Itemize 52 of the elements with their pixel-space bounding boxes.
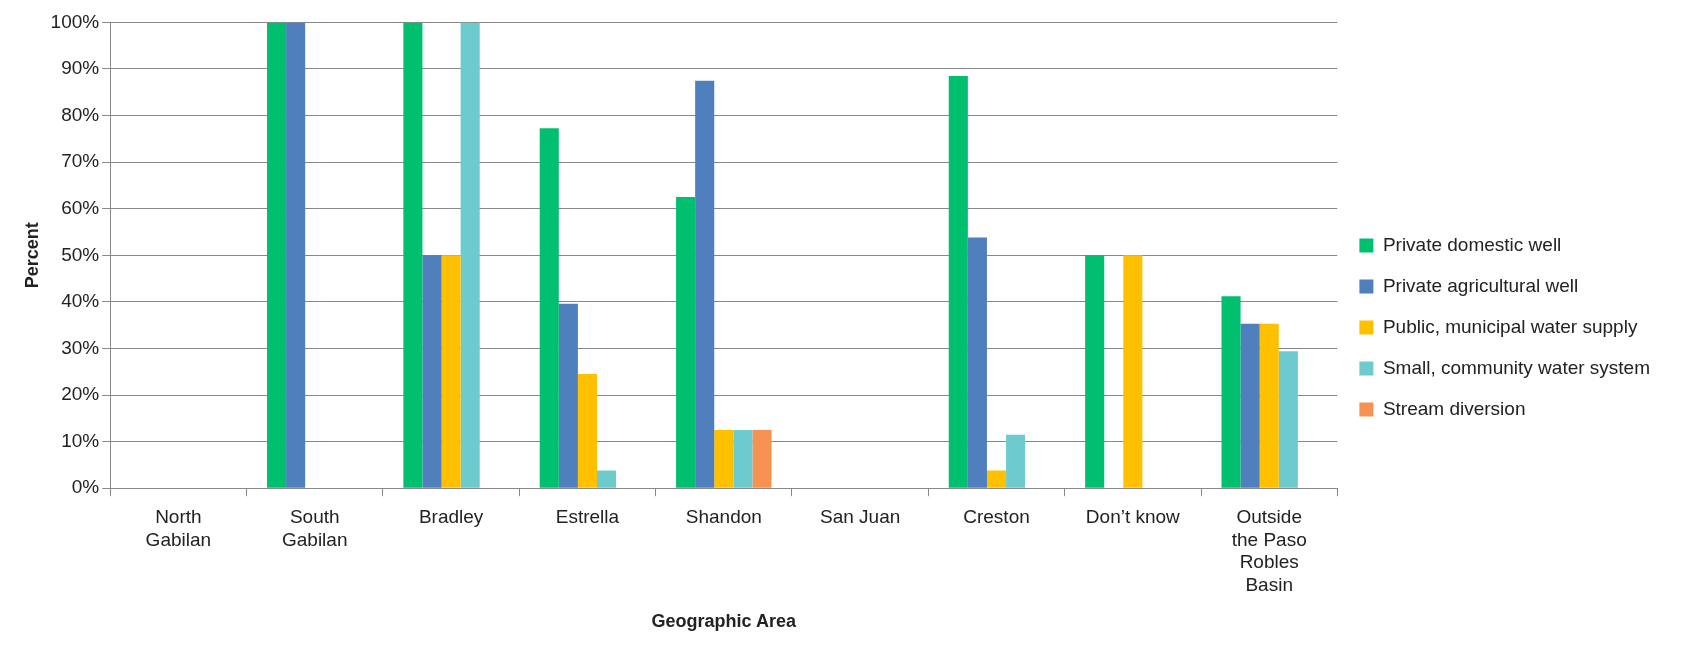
bar bbox=[460, 22, 480, 488]
bar bbox=[539, 128, 559, 488]
bar bbox=[1221, 296, 1241, 488]
bar bbox=[596, 470, 617, 488]
bar bbox=[967, 237, 987, 488]
legend-label: Small, community water system bbox=[1382, 356, 1651, 378]
bar bbox=[441, 255, 461, 488]
y-tick-label: 70% bbox=[61, 150, 100, 172]
bar bbox=[403, 22, 423, 488]
bar bbox=[1123, 255, 1143, 488]
legend-label: Stream diversion bbox=[1382, 397, 1526, 419]
x-tick-label: South Gabilan bbox=[281, 505, 348, 550]
bar bbox=[676, 197, 696, 488]
bar bbox=[733, 429, 753, 488]
bar bbox=[558, 303, 578, 488]
x-tick-label: Outside the Paso Robles Basin bbox=[1231, 505, 1307, 596]
bar bbox=[286, 22, 306, 488]
x-tick-label: Don’t know bbox=[1085, 505, 1181, 527]
y-tick-label: 60% bbox=[61, 196, 100, 218]
bar bbox=[1085, 255, 1105, 488]
legend-label: Public, municipal water supply bbox=[1382, 315, 1638, 337]
bar bbox=[1259, 323, 1279, 488]
y-tick-label: 40% bbox=[61, 290, 100, 312]
y-tick-label: 90% bbox=[61, 57, 100, 79]
x-tick-label: San Juan bbox=[820, 505, 901, 527]
bar bbox=[577, 374, 597, 488]
y-tick-label: 10% bbox=[61, 429, 100, 451]
y-tick-label: 30% bbox=[61, 336, 100, 358]
bar bbox=[986, 470, 1007, 488]
bar bbox=[422, 255, 442, 488]
bar bbox=[948, 75, 968, 488]
x-tick-label: Bradley bbox=[418, 505, 484, 527]
bar bbox=[267, 22, 287, 488]
y-axis-title: Percent bbox=[21, 222, 42, 289]
x-axis-title: Geographic Area bbox=[651, 611, 797, 632]
legend-label: Private agricultural well bbox=[1382, 274, 1579, 296]
bar bbox=[1006, 434, 1026, 488]
y-tick-label: 0% bbox=[71, 476, 100, 498]
y-tick-label: 50% bbox=[61, 243, 100, 265]
y-tick-label: 80% bbox=[61, 103, 100, 125]
bar bbox=[1278, 351, 1298, 488]
y-tick-label: 100% bbox=[50, 10, 100, 32]
bar bbox=[1240, 323, 1260, 488]
legend-label: Private domestic well bbox=[1382, 233, 1562, 255]
x-tick-label: Creston bbox=[963, 505, 1030, 527]
x-tick-label: Shandon bbox=[685, 505, 762, 527]
y-tick-label: 20% bbox=[61, 383, 100, 405]
bar bbox=[695, 80, 715, 488]
x-tick-label: North Gabilan bbox=[145, 505, 212, 550]
x-tick-label: Estrella bbox=[555, 505, 620, 527]
bar bbox=[714, 429, 734, 488]
bar bbox=[752, 429, 772, 488]
